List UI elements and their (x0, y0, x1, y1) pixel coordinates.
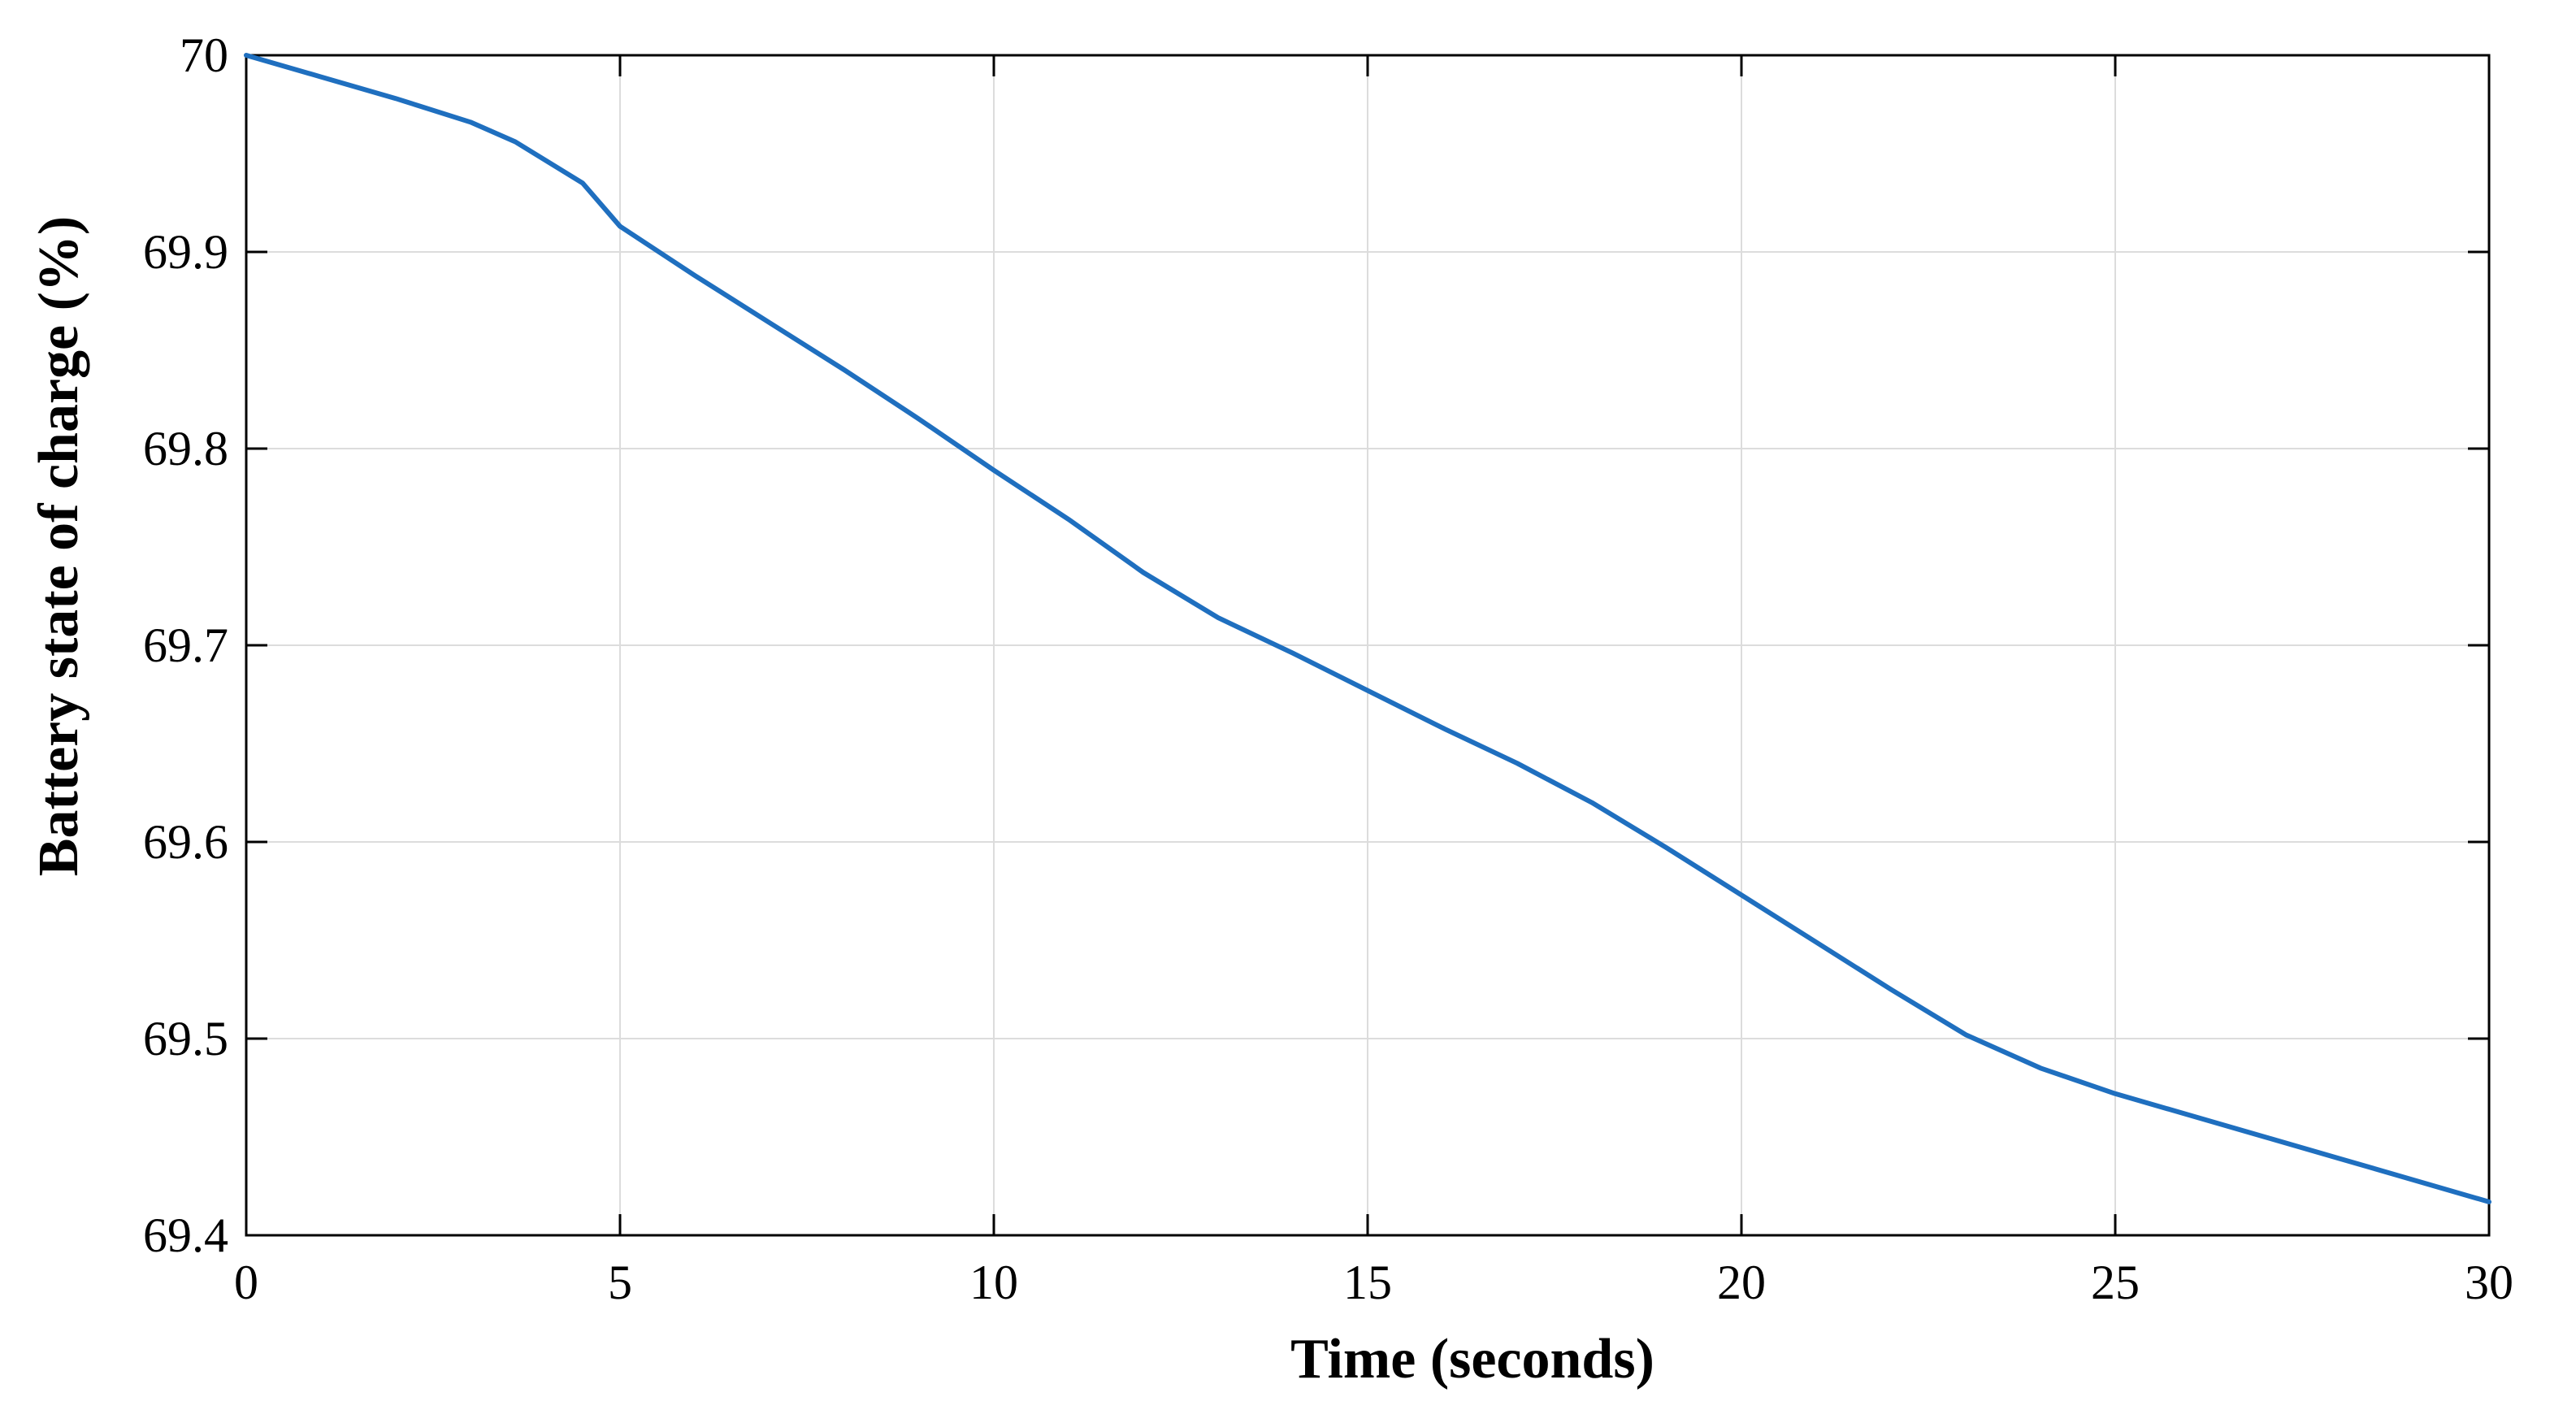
axes (245, 54, 2491, 1237)
y-tick-label: 69.8 (143, 422, 228, 475)
y-tick-label: 69.7 (143, 618, 228, 672)
y-axis-title: Battery state of charge (%) (28, 216, 90, 876)
x-tick-label: 10 (969, 1256, 1018, 1309)
y-tick-label: 69.6 (143, 815, 228, 869)
y-tick-label: 69.4 (143, 1208, 228, 1262)
y-tick-label: 69.9 (143, 225, 228, 279)
tick-labels: 0 5 10 15 20 25 30 69.4 69.5 69.6 69.7 69.8 69.9 70 (143, 28, 2513, 1309)
x-tick-label: 20 (1717, 1256, 1766, 1309)
x-axis-title: Time (seconds) (1290, 1328, 1654, 1390)
x-tick-label: 5 (608, 1256, 632, 1309)
x-tick-label: 0 (234, 1256, 258, 1309)
grid (246, 55, 2489, 1235)
x-tick-label: 25 (2091, 1256, 2140, 1309)
x-tick-label: 15 (1343, 1256, 1392, 1309)
x-tick-label: 30 (2465, 1256, 2513, 1309)
y-tick-label: 69.5 (143, 1012, 228, 1065)
series-line (244, 53, 2491, 1204)
y-tick-label: 70 (180, 28, 228, 82)
series-layer (244, 53, 2491, 1204)
